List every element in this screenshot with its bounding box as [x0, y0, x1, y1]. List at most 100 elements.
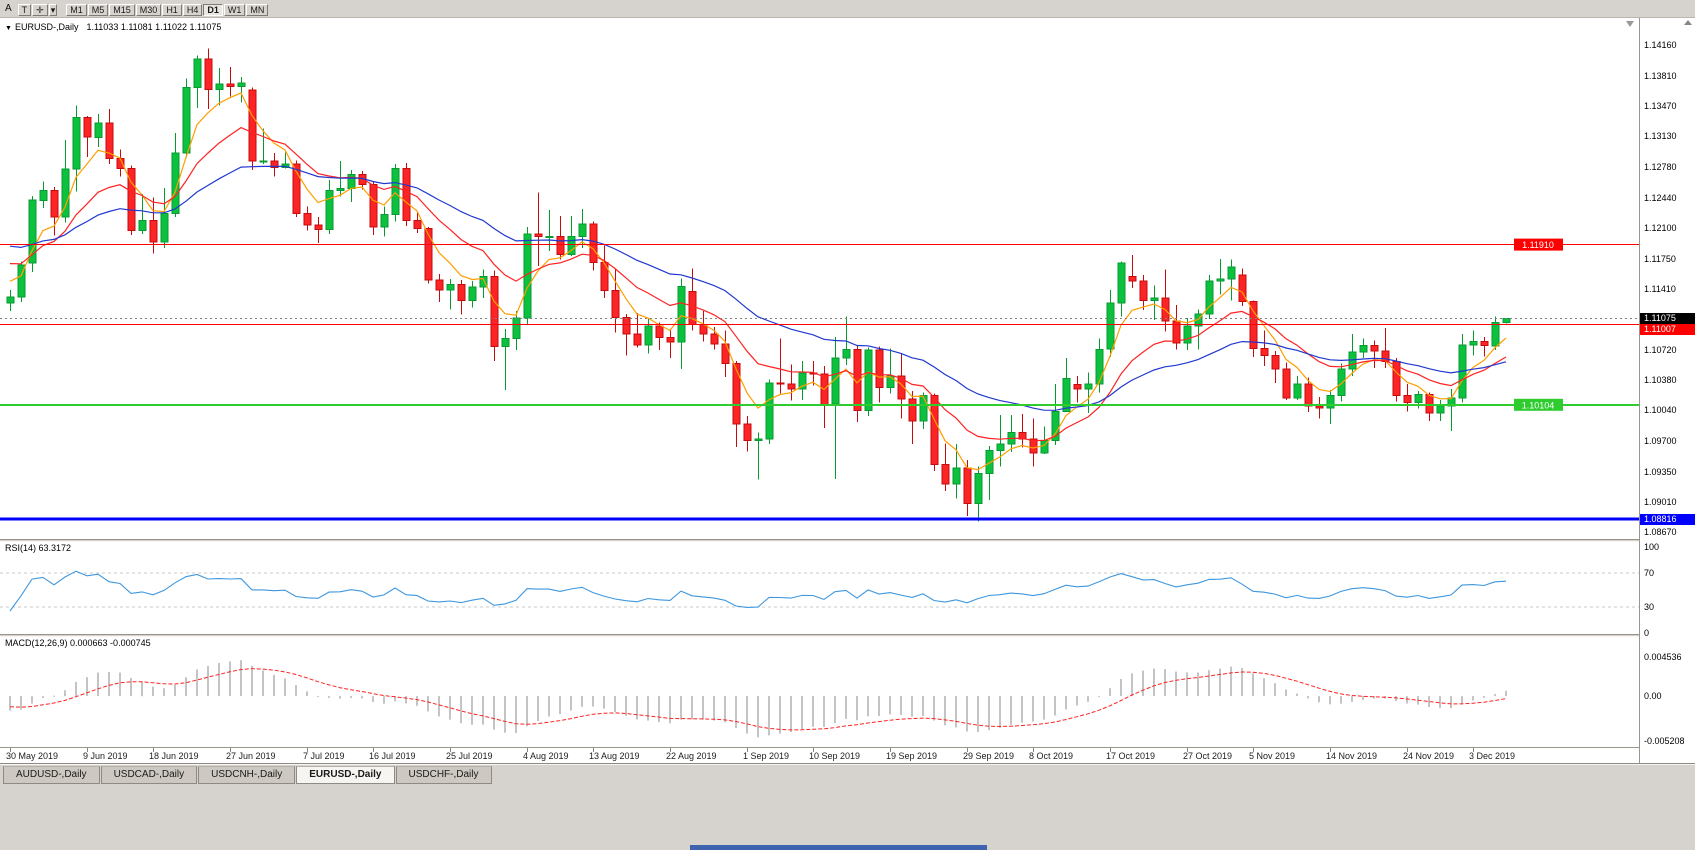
timeframe-button-w1[interactable]: W1 — [223, 3, 246, 16]
timeframe-button-m15[interactable]: M15 — [109, 3, 135, 16]
chart-tab-usdcad-daily[interactable]: USDCAD-,Daily — [100, 766, 198, 784]
macd-histogram-bar — [163, 688, 165, 697]
macd-histogram-bar — [427, 696, 429, 712]
macd-histogram-bar — [1274, 683, 1276, 697]
text-tool-button[interactable]: T — [17, 3, 32, 16]
candle — [545, 236, 554, 239]
macd-histogram-bar — [647, 696, 649, 721]
macd-histogram-bar — [1186, 672, 1188, 697]
macd-axis-label: -0.005208 — [1644, 736, 1685, 746]
candle — [1480, 340, 1489, 347]
macd-histogram-bar — [53, 695, 55, 697]
candle — [336, 188, 345, 191]
candle — [1029, 438, 1038, 454]
macd-signal-line — [9, 668, 1507, 731]
macd-histogram-bar — [1461, 696, 1463, 705]
macd-histogram-bar — [1351, 696, 1353, 702]
macd-histogram-bar — [691, 696, 693, 720]
candle — [1502, 318, 1511, 323]
macd-histogram-bar — [20, 696, 22, 710]
price-axis-label: 1.13810 — [1644, 71, 1677, 81]
macd-histogram-bar — [262, 670, 264, 697]
chart-tab-audusd-daily[interactable]: AUDUSD-,Daily — [3, 766, 100, 784]
panel-divider-rsi[interactable] — [0, 539, 1695, 542]
chart-tab-usdchf-daily[interactable]: USDCHF-,Daily — [395, 766, 492, 784]
candle — [347, 174, 356, 190]
timeframe-button-d1[interactable]: D1 — [203, 3, 223, 16]
panel-divider-macd[interactable] — [0, 634, 1695, 637]
candle — [402, 167, 411, 222]
time-axis-tick — [1473, 748, 1474, 752]
macd-histogram-bar — [1439, 696, 1441, 709]
chart-tab-bar: AUDUSD-,Daily USDCAD-,Daily USDCNH-,Daily E… — [0, 763, 1695, 785]
time-axis-tick — [307, 748, 308, 752]
candle — [127, 167, 136, 231]
menu-a-label[interactable]: A — [5, 3, 12, 14]
candle — [875, 349, 884, 389]
chart-plot[interactable]: 1.11910 1.10104 — [0, 18, 1639, 747]
price-axis-label: 1.09350 — [1644, 467, 1677, 477]
timeframe-button-h1[interactable]: H1 — [162, 3, 182, 16]
macd-histogram-bar — [823, 696, 825, 727]
time-axis-tick — [593, 748, 594, 752]
time-axis-label: 30 May 2019 — [6, 751, 59, 761]
chart-shift-marker-icon — [1626, 21, 1634, 27]
candle — [897, 375, 906, 400]
candle — [1282, 368, 1291, 399]
macd-histogram-bar — [1296, 693, 1298, 697]
chart-menu-arrow-icon[interactable]: ▼ — [5, 25, 12, 32]
tool-dropdown-button[interactable]: ▾ — [48, 3, 58, 16]
time-axis-label: 27 Oct 2019 — [1183, 751, 1233, 761]
candle — [754, 438, 763, 442]
macd-histogram-bar — [1208, 670, 1210, 697]
candle — [622, 316, 631, 335]
macd-histogram-bar — [86, 677, 88, 697]
candle — [1205, 280, 1214, 315]
candle — [1238, 274, 1247, 302]
chart-tab-usdcnh-daily[interactable]: USDCNH-,Daily — [198, 766, 296, 784]
price-axis[interactable]: 1.14160 1.13810 1.13470 1.13130 1.12780 1.124… — [1640, 18, 1695, 747]
candle — [292, 163, 301, 215]
macd-histogram-bar — [856, 696, 858, 721]
candle — [457, 284, 466, 301]
macd-axis-label: 0.004536 — [1644, 652, 1682, 662]
timeframe-button-mn[interactable]: MN — [246, 3, 269, 16]
rsi-layer — [0, 570, 1639, 612]
candle — [1315, 405, 1324, 409]
axis-scroll-marker-icon — [1684, 20, 1692, 25]
macd-histogram-bar — [834, 696, 836, 723]
macd-histogram-bar — [328, 696, 330, 698]
candle — [1326, 394, 1335, 409]
candle — [270, 160, 279, 168]
candle — [864, 349, 873, 412]
time-axis[interactable]: 30 May 2019 9 Jun 2019 18 Jun 2019 27 Jun 2… — [0, 747, 1639, 763]
macd-histogram-bar — [174, 684, 176, 697]
candle — [1084, 383, 1093, 390]
macd-histogram-bar — [108, 671, 110, 697]
time-axis-label: 13 Aug 2019 — [589, 751, 640, 761]
time-axis-label: 14 Nov 2019 — [1326, 751, 1378, 761]
timeframe-button-m5[interactable]: M5 — [87, 3, 109, 16]
macd-histogram-bar — [812, 696, 814, 727]
timeframe-button-m30[interactable]: M30 — [135, 3, 162, 16]
macd-histogram-bar — [372, 696, 374, 702]
timeframe-button-group: M1 M5 M15 M30 H1 H4 D1 W1 MN — [66, 0, 269, 18]
crosshair-tool-button[interactable]: ✛ — [32, 3, 48, 16]
candle — [424, 228, 433, 281]
time-axis-tick — [1110, 748, 1111, 752]
candle — [556, 236, 565, 255]
macd-histogram-bar — [1450, 696, 1452, 709]
line-objects-layer[interactable]: 1.11910 1.10104 — [0, 21, 1639, 521]
candle — [303, 213, 312, 226]
time-axis-tick — [670, 748, 671, 752]
timeframe-button-m1[interactable]: M1 — [66, 3, 87, 16]
chart-tab-eurusd-daily[interactable]: EURUSD-,Daily — [296, 766, 395, 784]
candle — [1271, 355, 1280, 370]
macd-histogram-bar — [614, 696, 616, 712]
macd-histogram-bar — [603, 696, 605, 709]
macd-histogram-bar — [438, 696, 440, 717]
price-tag-1.08816: 1.08816 — [1640, 514, 1695, 525]
timeframe-button-h4[interactable]: H4 — [182, 3, 203, 16]
candle — [1227, 266, 1236, 280]
macd-histogram-bar — [196, 669, 198, 697]
